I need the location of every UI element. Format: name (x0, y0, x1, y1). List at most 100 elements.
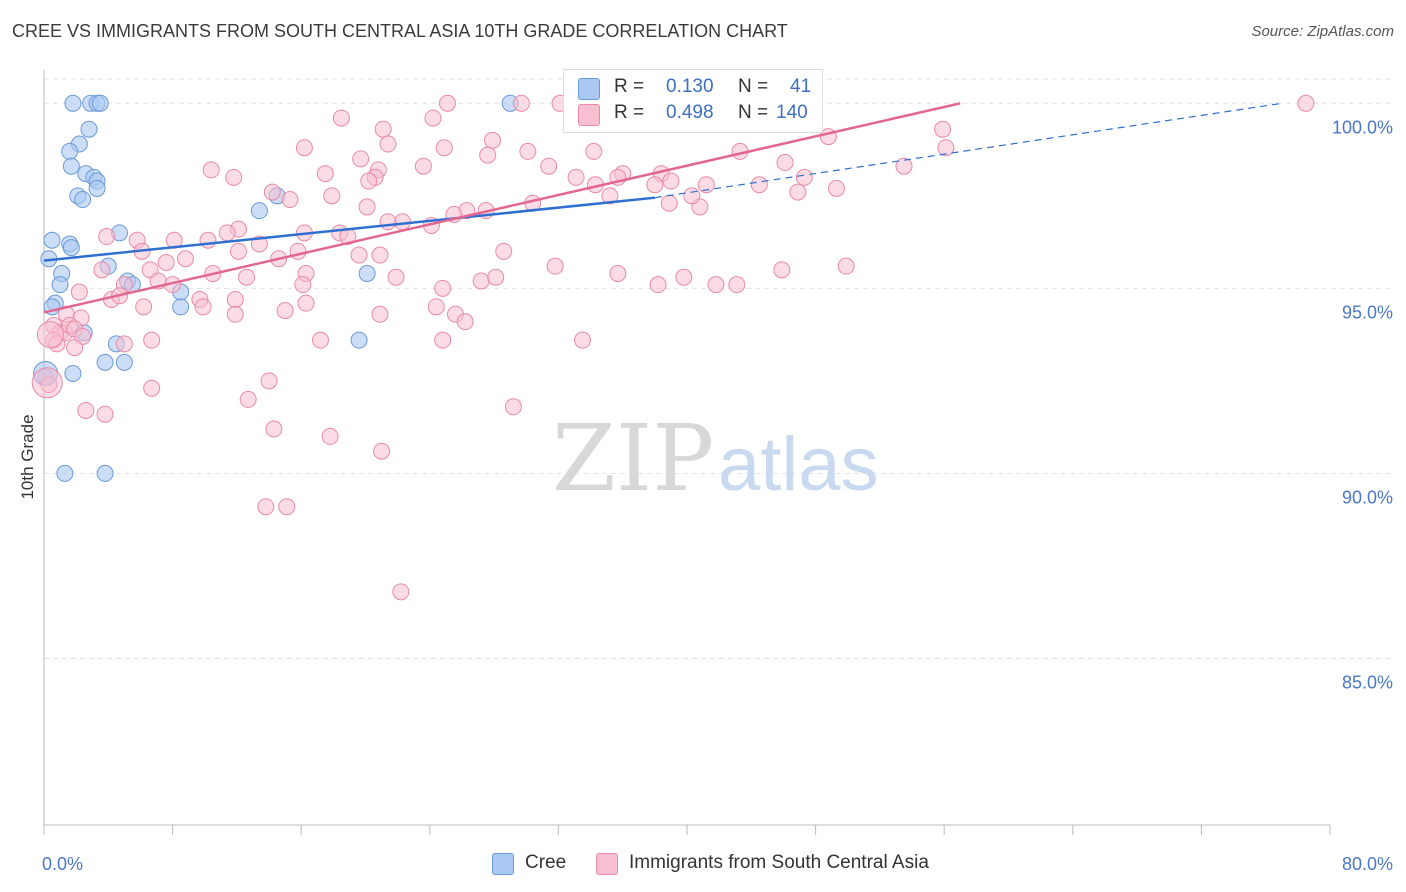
immigrants-point (374, 120, 392, 138)
cree-point (88, 179, 106, 197)
immigrants-point (316, 165, 334, 183)
immigrants-point (895, 157, 913, 175)
cree-point (43, 231, 61, 249)
immigrants-trend-line (43, 102, 961, 314)
immigrants-point (937, 139, 955, 157)
immigrants-point (697, 176, 715, 194)
immigrants-point (202, 161, 220, 179)
trend-lines (43, 102, 1282, 314)
immigrants-point (358, 198, 376, 216)
immigrants-point (226, 305, 244, 323)
n-value: 41 (790, 76, 812, 97)
immigrants-point (495, 242, 513, 260)
cree-point (172, 298, 190, 316)
chart-title: CREE VS IMMIGRANTS FROM SOUTH CENTRAL AS… (12, 21, 788, 41)
immigrants-point (504, 398, 522, 416)
r-value: 0.130 (666, 76, 714, 97)
immigrants-point (226, 290, 244, 308)
immigrants-point (93, 261, 111, 279)
watermark-atlas: atlas (718, 422, 879, 507)
legend-label: Cree (525, 852, 567, 873)
immigrants-point (276, 302, 294, 320)
immigrants-point (487, 268, 505, 286)
series-legend: Cree Immigrants from South Central Asia (0, 852, 1406, 878)
immigrants-point (230, 242, 248, 260)
immigrants-point (434, 331, 452, 349)
immigrants-point (435, 139, 453, 157)
immigrants-point (265, 420, 283, 438)
immigrants-point (294, 276, 312, 294)
cree-trend-line (43, 196, 655, 262)
immigrants-point (472, 272, 490, 290)
y-axis-label: 10th Grade (18, 414, 37, 499)
immigrants-point (371, 246, 389, 264)
x-tick-labels: 0.0% 80.0% (42, 854, 1393, 874)
immigrants-point (77, 401, 95, 419)
immigrants-point (278, 498, 296, 516)
cree-swatch (578, 78, 600, 100)
immigrants-point (414, 157, 432, 175)
immigrants-point (438, 94, 456, 112)
cree-point (51, 276, 69, 294)
cree-trend-extension (654, 102, 1282, 199)
immigrants-point (371, 305, 389, 323)
immigrants-point (789, 183, 807, 201)
immigrants-point (1297, 94, 1315, 112)
immigrants-point (662, 172, 680, 190)
immigrants-swatch (578, 104, 600, 126)
immigrants-point (295, 139, 313, 157)
immigrants-point (323, 187, 341, 205)
r-label: R = (614, 76, 645, 97)
immigrants-point (540, 157, 558, 175)
source-label: Source: ZipAtlas.com (1251, 23, 1394, 40)
immigrants-point (387, 268, 405, 286)
cree-point (61, 142, 79, 160)
immigrants-point (609, 265, 627, 283)
immigrants-point (260, 372, 278, 390)
immigrants-point (773, 261, 791, 279)
immigrants-point (36, 321, 64, 349)
immigrants-point (750, 176, 768, 194)
immigrants-point (98, 228, 116, 246)
immigrants-point (393, 213, 411, 231)
immigrants-point (379, 213, 397, 231)
x-tick-label: 0.0% (42, 854, 83, 874)
immigrants-point (199, 231, 217, 249)
watermark-zip: ZIP (552, 405, 714, 512)
legend-label: Immigrants from South Central Asia (629, 852, 929, 873)
immigrants-point (776, 154, 794, 172)
immigrants-point (546, 257, 564, 275)
immigrants-point (675, 268, 693, 286)
immigrants-point (321, 427, 339, 445)
immigrants-point (392, 583, 410, 601)
n-label: N = (738, 76, 769, 97)
cree-point (91, 94, 109, 112)
immigrants-point (311, 331, 329, 349)
immigrants-point (70, 283, 88, 301)
immigrants-point (360, 172, 378, 190)
cree-point (358, 265, 376, 283)
cree-point (350, 331, 368, 349)
immigrants-point (424, 109, 442, 127)
immigrants-point (281, 191, 299, 209)
immigrants-point (795, 168, 813, 186)
immigrants-point (157, 253, 175, 271)
immigrants-point (567, 168, 585, 186)
immigrants-point (332, 109, 350, 127)
immigrants-point (728, 276, 746, 294)
stats-legend: R = 0.130 N = 41 R = 0.498 N = 140 (563, 69, 823, 133)
immigrants-point (350, 246, 368, 264)
immigrants-point (115, 335, 133, 353)
immigrants-point (66, 339, 84, 357)
watermark: ZIP atlas (552, 405, 879, 512)
y-tick-label: 100.0% (1332, 117, 1393, 137)
cree-point (64, 94, 82, 112)
immigrants-points (31, 94, 1315, 601)
cree-point (74, 191, 92, 209)
r-value: 0.498 (666, 102, 714, 123)
immigrants-point (239, 390, 257, 408)
cree-point (62, 239, 80, 257)
cree-point (250, 202, 268, 220)
cree-point (64, 364, 82, 382)
axes (43, 70, 1331, 835)
